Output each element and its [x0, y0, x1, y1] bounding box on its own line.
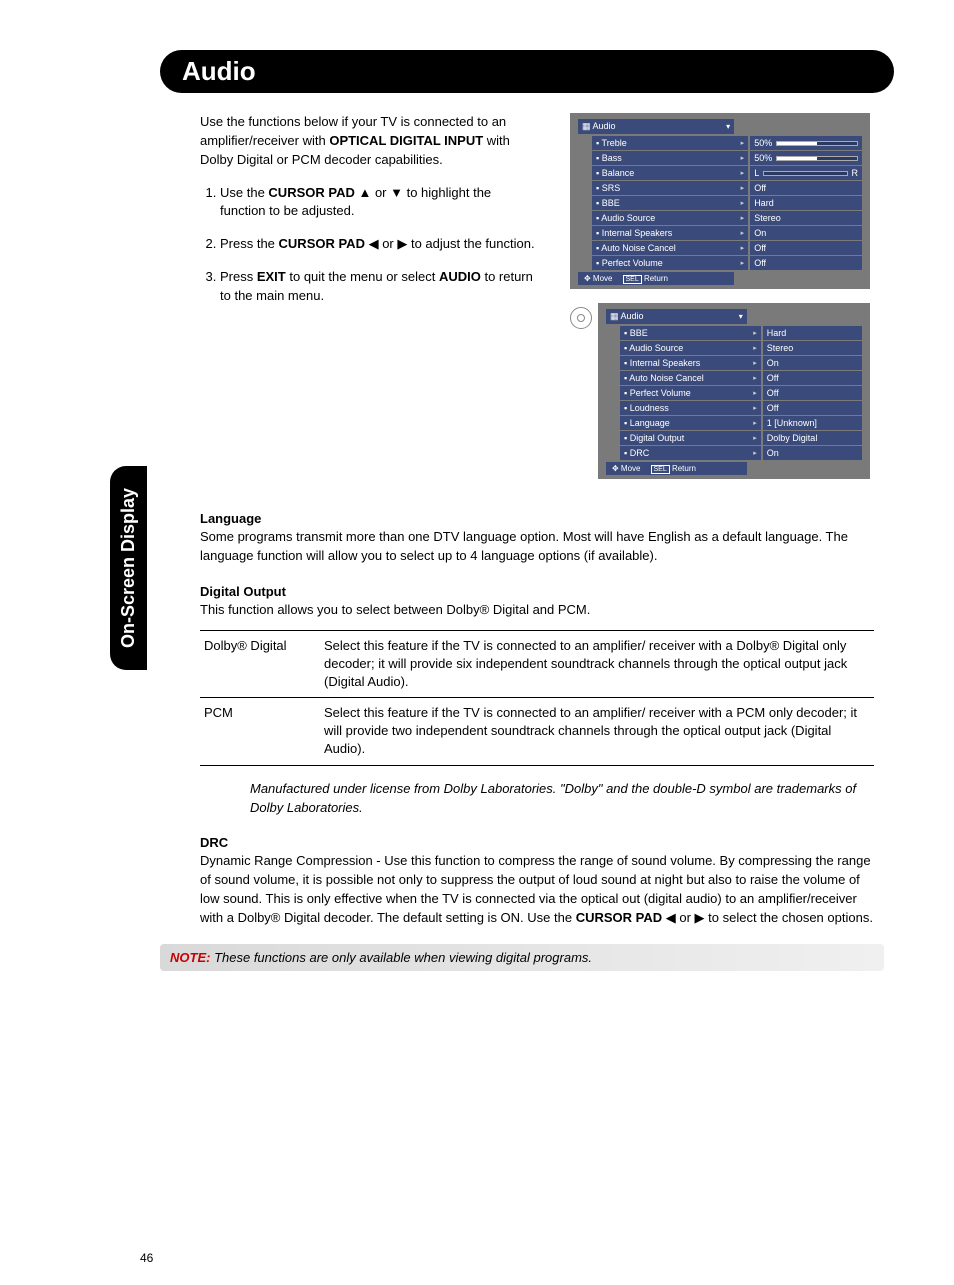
osd-label: ▪ BBE▸: [620, 326, 761, 340]
step-item: Press the CURSOR PAD ◀ or ▶ to adjust th…: [220, 235, 540, 254]
osd-value: Off: [763, 386, 862, 400]
osd-label: ▪ Treble▸: [592, 136, 748, 150]
osd-value: Off: [750, 241, 862, 255]
drc-heading: DRC: [200, 835, 874, 850]
page-banner: Audio: [160, 50, 894, 93]
osd-row: ▪ Treble▸50%: [578, 136, 862, 150]
osd-label: ▪ Auto Noise Cancel▸: [592, 241, 748, 255]
osd-row: ▪ DRC▸On: [606, 446, 862, 460]
osd-screenshot-1: ▦ Audio▾▪ Treble▸50%▪ Bass▸50%▪ Balance▸…: [570, 113, 870, 289]
osd-label: ▪ DRC▸: [620, 446, 761, 460]
step-item: Use the CURSOR PAD ▲ or ▼ to highlight t…: [220, 184, 540, 222]
table-cell-desc: Select this feature if the TV is connect…: [320, 630, 874, 698]
remote-dpad-icon: [570, 307, 592, 329]
osd-row: ▪ Internal Speakers▸On: [578, 226, 862, 240]
intro-paragraph: Use the functions below if your TV is co…: [200, 113, 540, 170]
osd-label: ▪ Audio Source▸: [592, 211, 748, 225]
osd-row: ▪ Perfect Volume▸Off: [578, 256, 862, 270]
side-tab-label: On-Screen Display: [118, 488, 138, 648]
osd-value: Off: [750, 181, 862, 195]
osd-label: ▪ Loudness▸: [620, 401, 761, 415]
osd-footer: ✥ MoveSEL Return: [578, 272, 734, 285]
osd-row: ▪ Balance▸LR: [578, 166, 862, 180]
osd-label: ▪ Perfect Volume▸: [592, 256, 748, 270]
osd-row: ▪ Auto Noise Cancel▸Off: [578, 241, 862, 255]
osd-label: ▪ Internal Speakers▸: [620, 356, 761, 370]
top-columns: Use the functions below if your TV is co…: [200, 113, 874, 493]
osd-row: ▪ Loudness▸Off: [606, 401, 862, 415]
digital-output-heading: Digital Output: [200, 584, 874, 599]
osd-label: ▪ Bass▸: [592, 151, 748, 165]
language-heading: Language: [200, 511, 874, 526]
osd-row: ▪ Bass▸50%: [578, 151, 862, 165]
osd-row: ▪ Internal Speakers▸On: [606, 356, 862, 370]
osd-label: ▪ BBE▸: [592, 196, 748, 210]
table-row: PCMSelect this feature if the TV is conn…: [200, 698, 874, 766]
osd-row: ▪ Perfect Volume▸Off: [606, 386, 862, 400]
osd-row: ▪ Audio Source▸Stereo: [578, 211, 862, 225]
osd-header: ▦ Audio▾: [606, 309, 747, 324]
osd-label: ▪ Auto Noise Cancel▸: [620, 371, 761, 385]
osd-value: Off: [763, 401, 862, 415]
osd-row: ▪ Digital Output▸Dolby Digital: [606, 431, 862, 445]
table-row: Dolby® DigitalSelect this feature if the…: [200, 630, 874, 698]
step-item: Press EXIT to quit the menu or select AU…: [220, 268, 540, 306]
osd-value: On: [763, 446, 862, 460]
instructions-column: Use the functions below if your TV is co…: [200, 113, 540, 493]
osd-value: Stereo: [750, 211, 862, 225]
page-content: Use the functions below if your TV is co…: [200, 113, 874, 971]
side-tab: On-Screen Display: [110, 466, 147, 670]
note-text: These functions are only available when …: [214, 950, 592, 965]
osd-row: ▪ Language▸1 [Unknown]: [606, 416, 862, 430]
language-section: Language Some programs transmit more tha…: [200, 511, 874, 566]
digital-output-table: Dolby® DigitalSelect this feature if the…: [200, 630, 874, 766]
osd-label: ▪ Language▸: [620, 416, 761, 430]
osd-value: Off: [750, 256, 862, 270]
osd-value: Stereo: [763, 341, 862, 355]
osd-row: ▪ SRS▸Off: [578, 181, 862, 195]
osd-screenshot-2-wrap: ▦ Audio▾▪ BBE▸Hard▪ Audio Source▸Stereo▪…: [570, 303, 870, 493]
osd-label: ▪ Balance▸: [592, 166, 748, 180]
osd-row: ▪ BBE▸Hard: [578, 196, 862, 210]
banner-title: Audio: [182, 56, 256, 86]
language-body: Some programs transmit more than one DTV…: [200, 528, 874, 566]
drc-section: DRC Dynamic Range Compression - Use this…: [200, 835, 874, 927]
table-cell-name: PCM: [200, 698, 320, 766]
osd-row: ▪ Auto Noise Cancel▸Off: [606, 371, 862, 385]
osd-value: Off: [763, 371, 862, 385]
osd-label: ▪ SRS▸: [592, 181, 748, 195]
digital-output-section: Digital Output This function allows you …: [200, 584, 874, 620]
osd-value: On: [750, 226, 862, 240]
osd-value: LR: [750, 166, 862, 180]
drc-body: Dynamic Range Compression - Use this fun…: [200, 852, 874, 927]
osd-row: ▪ Audio Source▸Stereo: [606, 341, 862, 355]
page-number: 46: [140, 1251, 153, 1265]
dolby-license: Manufactured under license from Dolby La…: [250, 780, 874, 818]
osd-footer: ✥ MoveSEL Return: [606, 462, 747, 475]
osd-value: Hard: [763, 326, 862, 340]
table-cell-name: Dolby® Digital: [200, 630, 320, 698]
osd-label: ▪ Audio Source▸: [620, 341, 761, 355]
steps-list: Use the CURSOR PAD ▲ or ▼ to highlight t…: [200, 184, 540, 306]
osd-label: ▪ Perfect Volume▸: [620, 386, 761, 400]
note-label: NOTE:: [170, 950, 210, 965]
osd-value: 1 [Unknown]: [763, 416, 862, 430]
osd-label: ▪ Digital Output▸: [620, 431, 761, 445]
osd-value: 50%: [750, 136, 862, 150]
osd-header: ▦ Audio▾: [578, 119, 734, 134]
osd-value: Hard: [750, 196, 862, 210]
osd-label: ▪ Internal Speakers▸: [592, 226, 748, 240]
osd-value: Dolby Digital: [763, 431, 862, 445]
note-bar: NOTE: These functions are only available…: [160, 944, 884, 971]
osd-row: ▪ BBE▸Hard: [606, 326, 862, 340]
osd-value: On: [763, 356, 862, 370]
osd-screenshot-2: ▦ Audio▾▪ BBE▸Hard▪ Audio Source▸Stereo▪…: [598, 303, 870, 479]
digital-output-body: This function allows you to select betwe…: [200, 601, 874, 620]
osd-value: 50%: [750, 151, 862, 165]
osd-column: ▦ Audio▾▪ Treble▸50%▪ Bass▸50%▪ Balance▸…: [570, 113, 870, 493]
table-cell-desc: Select this feature if the TV is connect…: [320, 698, 874, 766]
